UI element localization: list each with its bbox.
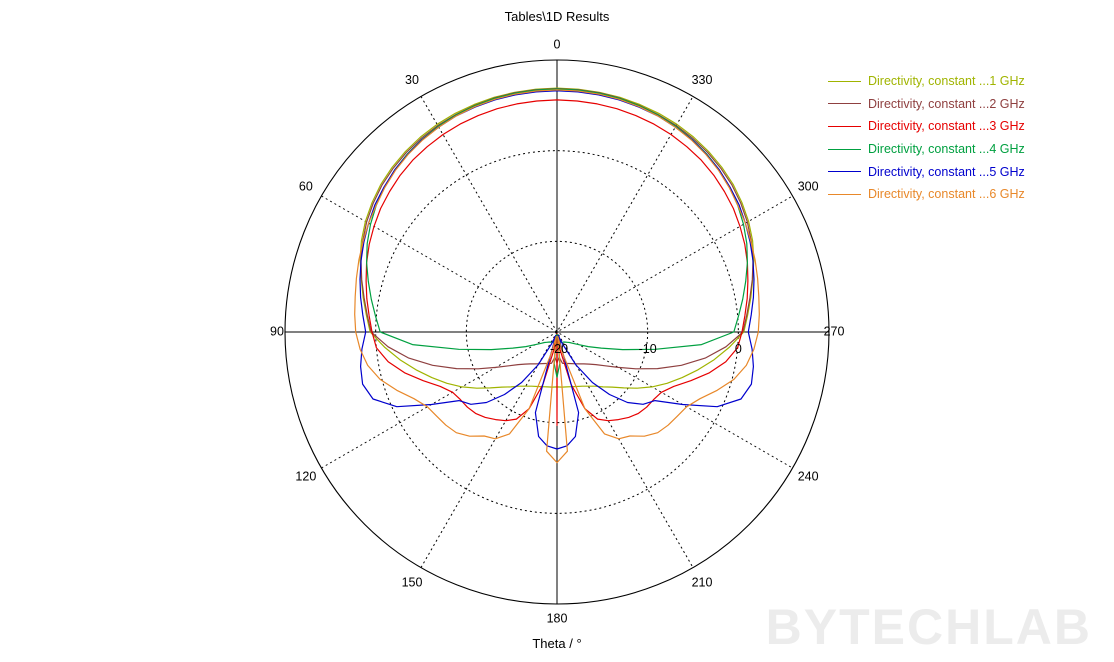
angle-label: 210 xyxy=(692,575,713,589)
legend-line-swatch xyxy=(828,80,861,82)
legend-item-label: Directivity, constant ...2 GHz xyxy=(868,96,1025,111)
legend-item-label: Directivity, constant ...3 GHz xyxy=(868,119,1025,134)
legend-item-label: Directivity, constant ...5 GHz xyxy=(868,164,1025,179)
legend-line-swatch xyxy=(828,171,861,173)
angle-label: 240 xyxy=(798,469,819,483)
angle-label: 270 xyxy=(824,324,845,338)
legend-item-label: Directivity, constant ...6 GHz xyxy=(868,187,1025,202)
legend-line-swatch xyxy=(828,193,861,195)
outer-ring xyxy=(284,59,830,605)
angle-label: 90 xyxy=(270,324,284,338)
legend-line-swatch xyxy=(828,148,861,150)
legend-item[interactable]: Directivity, constant ...2 GHz xyxy=(828,93,1025,116)
legend-line-swatch xyxy=(828,103,861,105)
angle-label: 300 xyxy=(798,179,819,193)
legend-item[interactable]: Directivity, constant ...4 GHz xyxy=(828,138,1025,161)
angle-label: 180 xyxy=(547,611,568,625)
legend-line-swatch xyxy=(828,125,861,127)
curve-series xyxy=(366,88,748,378)
legend-item[interactable]: Directivity, constant ...1 GHz xyxy=(828,70,1025,93)
angle-label: 120 xyxy=(295,469,316,483)
legend-item-label: Directivity, constant ...1 GHz xyxy=(868,74,1025,89)
legend-item[interactable]: Directivity, constant ...5 GHz xyxy=(828,160,1025,183)
curve-series xyxy=(365,99,749,426)
legend-item[interactable]: Directivity, constant ...6 GHz xyxy=(828,183,1025,206)
theta-axis-label: Theta / ° xyxy=(532,636,582,651)
angle-label: 60 xyxy=(299,179,313,193)
angle-label: 330 xyxy=(692,73,713,87)
legend-item-label: Directivity, constant ...4 GHz xyxy=(868,142,1025,157)
page-title: Tables\1D Results xyxy=(504,9,610,24)
watermark: BYTECHLAB xyxy=(765,599,1092,655)
radial-tick-label: 0 xyxy=(735,342,742,356)
angle-label: 30 xyxy=(405,73,419,87)
radial-tick-label: -10 xyxy=(639,342,657,356)
angle-label: 0 xyxy=(554,37,561,51)
radial-tick-label: -20 xyxy=(550,342,568,356)
angle-label: 150 xyxy=(402,575,423,589)
curve-series xyxy=(354,89,760,464)
legend-item[interactable]: Directivity, constant ...3 GHz xyxy=(828,115,1025,138)
legend: Directivity, constant ...1 GHz Directivit… xyxy=(828,70,1025,206)
